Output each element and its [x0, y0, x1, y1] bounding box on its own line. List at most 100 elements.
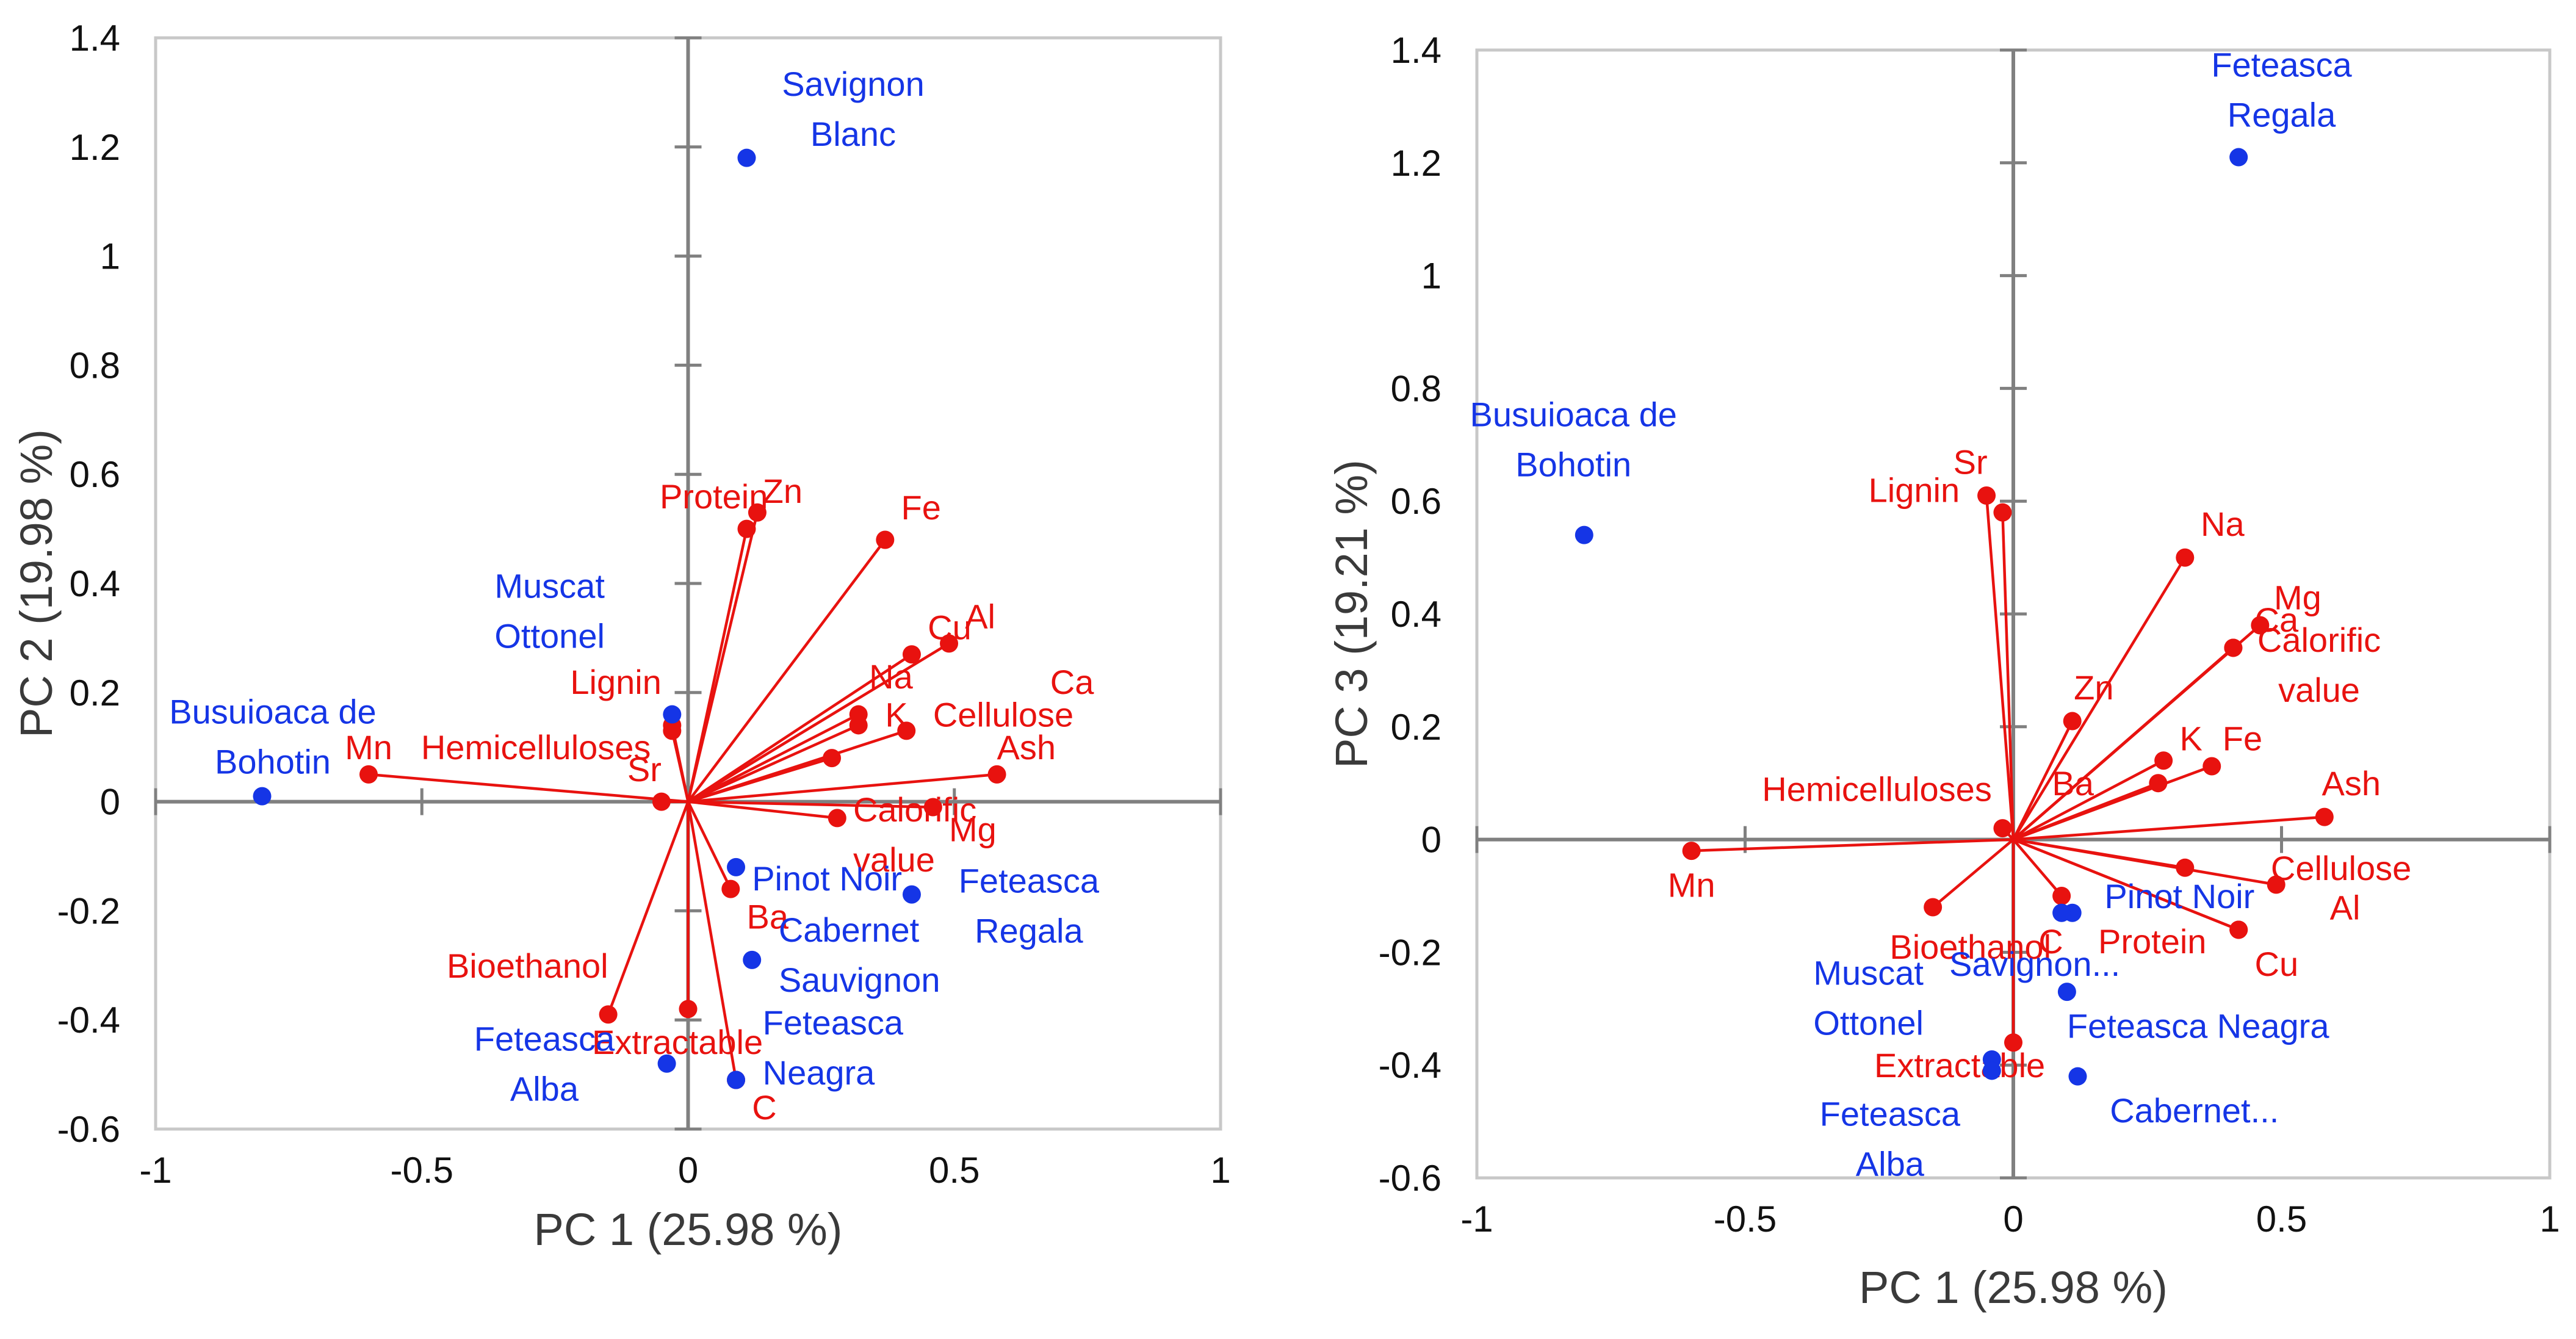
loading-vector-mn	[1691, 838, 2014, 853]
sample-label-line: Feteasca	[959, 861, 1100, 900]
loading-vector-cellulose	[687, 713, 859, 803]
sample-point-feteasca-regala	[902, 885, 921, 904]
x-tick-label: 1	[2539, 1199, 2560, 1240]
loading-point-mg	[2251, 616, 2270, 635]
y-tick-label: 0.2	[1391, 707, 1441, 748]
y-tick-label: 0.4	[1391, 594, 1441, 635]
variable-label-c: C	[2038, 922, 2063, 961]
x-tick-label: 0.5	[2256, 1199, 2307, 1240]
variable-label-ba: Ba	[746, 897, 788, 936]
y-tick-label: 1	[100, 236, 120, 277]
loading-vector-zn	[687, 512, 759, 803]
variable-label-line: Cu	[928, 608, 972, 647]
loading-vector-sr	[1985, 495, 2015, 840]
sample-label-line: Neagra	[763, 1053, 876, 1092]
loading-point-bioethanol	[1924, 898, 1943, 917]
sample-label-line: Cabernet	[779, 911, 920, 949]
sample-label-line: Feteasca	[763, 1003, 904, 1042]
y-tick-label: 1	[1421, 256, 1441, 297]
x-tick-label: -0.5	[1714, 1199, 1777, 1240]
y-tick-label: -0.6	[57, 1109, 120, 1150]
variable-label-line: Hemicelluloses	[1762, 770, 1992, 808]
loading-point-al	[940, 634, 959, 653]
biplot-pc1-pc2: -1 -0.5 0 0.5 1 -0.6 -0.4 -0.2 0 0.2 0.4 0.6 0.8 1 1.2…	[11, 18, 1231, 1255]
variable-label-cellulose: Cellulose	[2271, 849, 2411, 887]
variable-label-zn: Zn	[2074, 668, 2113, 707]
loading-point-ba	[721, 879, 740, 898]
sample-label-line: Busuioaca de	[1470, 395, 1677, 434]
loading-vector-ba	[2013, 782, 2159, 841]
loading-point-hemicelluloses	[1993, 819, 2012, 838]
loading-vector-fe	[687, 539, 887, 803]
y-tick-label: 1.4	[1391, 30, 1441, 71]
variable-label-line: Al	[965, 597, 995, 636]
y-tick-label: 1.2	[70, 127, 120, 168]
variable-label-ca: Ca	[1050, 663, 1094, 701]
variable-label-fe: Fe	[901, 488, 941, 527]
sample-label-pinot-noir: Pinot Noir	[752, 859, 902, 898]
loading-vector-al	[687, 642, 950, 803]
sample-point-savignon	[2052, 903, 2071, 922]
variable-label-line: Cellulose	[2271, 849, 2411, 887]
variable-label-mg: Mg	[949, 810, 997, 848]
variable-label-line: Fe	[901, 488, 941, 527]
loading-point-extractable	[679, 1000, 698, 1019]
variable-label-line: value	[853, 840, 935, 879]
y-tick-label: 0	[100, 782, 120, 823]
loading-vector-calorific-value	[688, 800, 838, 820]
loading-point-bioethanol	[599, 1005, 618, 1024]
variable-label-protein: Protein	[660, 477, 768, 516]
loading-point-zn	[2063, 712, 2082, 731]
variable-label-line: Lignin	[1869, 471, 1960, 510]
loading-vector-cu	[2013, 838, 2240, 931]
variable-label-line: value	[2278, 671, 2360, 709]
sample-point-busuioaca-de-bohotin	[253, 787, 272, 806]
loading-point-lignin	[1993, 503, 2012, 522]
sample-label-feteasca-alba: Feteasca Alba	[474, 1020, 615, 1108]
variable-label-ash: Ash	[997, 728, 1056, 767]
loading-vector-lignin	[2001, 512, 2015, 840]
sample-label-line: Busuioaca de	[169, 692, 376, 731]
loading-point-calorific-value	[2224, 638, 2243, 657]
sample-label-line: Savignon...	[1949, 945, 2120, 983]
sample-label-savignon-blanc: Savignon Blanc	[782, 65, 925, 153]
sample-label-feteasca-neagra: Feteasca Neagra	[2067, 1007, 2329, 1045]
sample-point-feteasca-neagra	[727, 1070, 746, 1089]
loading-point-zn	[748, 503, 767, 522]
variable-label-line: Fe	[2223, 719, 2262, 757]
y-axis-title: PC 3 (19.21 %)	[1326, 460, 1377, 768]
variable-label-line: Sr	[627, 750, 662, 789]
variable-label-line: K	[2179, 719, 2202, 757]
variable-label-line: Mn	[345, 728, 392, 767]
sample-label-line: Bohotin	[215, 742, 331, 781]
variable-label-na: Na	[869, 657, 913, 696]
y-tick-label: -0.4	[1379, 1045, 1441, 1086]
loading-point-k	[2154, 751, 2173, 770]
variable-label-line: Protein	[2098, 922, 2206, 961]
loading-vector-mn	[368, 773, 688, 803]
sample-label-line: Pinot Noir	[752, 859, 902, 898]
loading-vector-c	[2012, 839, 2063, 897]
variable-label-zn: Zn	[763, 472, 803, 510]
variable-label-lignin: Lignin	[570, 663, 661, 701]
loading-vector-mg	[688, 800, 933, 809]
variable-label-mn: Mn	[345, 728, 392, 767]
variable-label-line: Ca	[2255, 601, 2299, 639]
y-tick-label: 1.4	[70, 18, 120, 59]
x-axis-title: PC 1 (25.98 %)	[1859, 1262, 2168, 1313]
variable-label-bioethanol: Bioethanol	[447, 947, 608, 985]
variable-label-al: Al	[965, 597, 995, 636]
variable-label-line: Calorific	[2257, 621, 2381, 659]
loading-point-k	[823, 749, 842, 768]
loading-vector-zn	[2011, 720, 2074, 840]
sample-label-pinot-noir: Pinot Noir	[2104, 877, 2254, 915]
x-tick-label: 0	[2003, 1199, 2023, 1240]
loading-vector-c	[687, 801, 738, 1080]
loading-vector-ash	[688, 773, 997, 803]
sample-label-feteasca-alba: Feteasca Alba	[1820, 1094, 1961, 1183]
loading-vector-lignin	[671, 724, 690, 803]
sample-label-line: Feteasca Neagra	[2067, 1007, 2329, 1045]
loading-vector-k	[687, 756, 832, 803]
sample-label-feteasca-neagra: Feteasca Neagra	[763, 1003, 904, 1092]
